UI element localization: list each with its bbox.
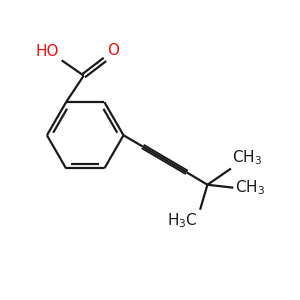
Text: CH$_3$: CH$_3$ <box>232 149 262 167</box>
Text: O: O <box>107 43 119 58</box>
Text: HO: HO <box>35 44 59 59</box>
Text: CH$_3$: CH$_3$ <box>235 178 265 197</box>
Text: H$_3$C: H$_3$C <box>167 212 198 230</box>
